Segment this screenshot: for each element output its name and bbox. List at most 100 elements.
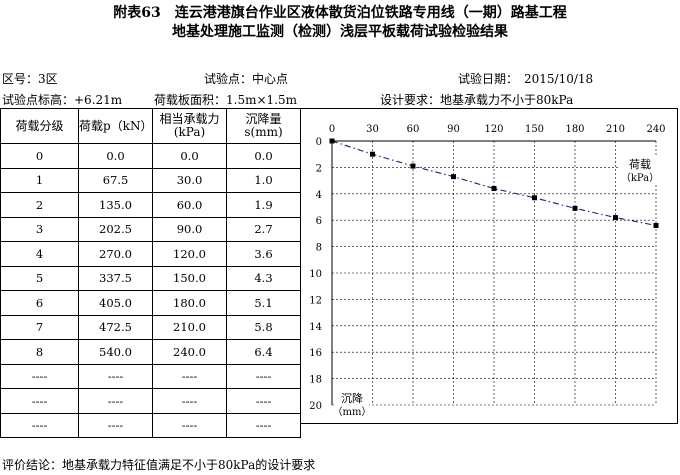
x-tick-label: 30	[366, 124, 379, 135]
table-cell: 6	[0, 290, 79, 316]
y-tick-label: 0	[316, 137, 322, 148]
table-header-row: 荷载分级 荷载p（kN） 相当承载力(kPa) 沉降量s(mm)	[0, 108, 301, 144]
y-tick-label: 16	[309, 348, 322, 359]
table-cell: 0.0	[78, 143, 153, 169]
table-row: ---- ---- ---- ----	[0, 412, 301, 438]
table-cell: ----	[152, 412, 227, 438]
data-point	[572, 205, 578, 211]
load-test-table: 荷载分级 荷载p（kN） 相当承载力(kPa) 沉降量s(mm) 0 0.0 0.0…	[0, 108, 301, 438]
table-cell: 135.0	[78, 192, 153, 218]
x-tick-label: 240	[646, 124, 665, 135]
table-cell: 6.4	[226, 339, 301, 365]
x-tick-label: 210	[606, 124, 625, 135]
table-row: 0 0.0 0.0 0.0	[0, 143, 301, 169]
table-cell: 5.8	[226, 314, 301, 340]
x-tick-label: 180	[565, 124, 584, 135]
y-axis-label-bg	[335, 390, 369, 418]
table-cell: 337.5	[78, 265, 153, 291]
table-cell: ----	[226, 388, 301, 414]
table-cell: 120.0	[152, 241, 227, 267]
x-axis-label: 荷载	[629, 158, 651, 171]
report-title-line1: 附表63 连云港港旗台作业区液体散货泊位铁路专用线（一期）路基工程	[113, 5, 567, 21]
y-axis-label-unit: （mm）	[333, 406, 372, 418]
table-cell: 2	[0, 192, 79, 218]
data-point	[451, 174, 456, 180]
table-cell: 60.0	[152, 192, 227, 218]
y-tick-label: 18	[309, 375, 322, 386]
table-row: ---- ---- ---- ----	[0, 363, 301, 389]
table-cell: ----	[152, 388, 227, 414]
table-cell: ----	[226, 412, 301, 438]
y-tick-label: 14	[309, 322, 322, 333]
y-tick-label: 10	[309, 269, 322, 280]
data-point	[370, 151, 375, 157]
report-title-line2: 地基处理施工监测（检测）浅层平板载荷试验检验结果	[172, 24, 508, 40]
table-cell: 240.0	[152, 339, 227, 365]
table-cell: 202.5	[78, 216, 153, 242]
data-point	[532, 195, 537, 201]
table-cell: 3	[0, 216, 79, 242]
table-cell: 90.0	[152, 216, 227, 242]
header-load-level: 荷载分级	[0, 108, 79, 144]
data-point	[653, 222, 659, 228]
table-cell: 210.0	[152, 314, 227, 340]
x-tick-label: 90	[447, 124, 460, 135]
test-date-label: 试验日期： 2015/10/18	[458, 72, 594, 86]
x-tick-label: 150	[525, 124, 544, 135]
x-tick-label: 60	[407, 124, 420, 135]
plate-area-label: 荷载板面积：1.5m×1.5m	[154, 93, 297, 107]
table-row: 3 202.5 90.0 2.7	[0, 216, 301, 242]
data-point	[491, 186, 497, 192]
table-cell: 472.5	[78, 314, 153, 340]
table-cell: ----	[78, 363, 153, 389]
table-row: 1 67.5 30.0 1.0	[0, 167, 301, 193]
y-axis-label: 沉降	[341, 391, 363, 405]
table-cell: 5.1	[226, 290, 301, 316]
table-cell: 4.3	[226, 265, 301, 291]
chart-frame	[300, 108, 678, 424]
table-row: 2 135.0 60.0 1.9	[0, 192, 301, 218]
table-row: ---- ---- ---- ----	[0, 388, 301, 414]
header-load-kn: 荷载p（kN）	[78, 108, 153, 144]
evaluation-conclusion: 评价结论：地基承载力特征值满足不小于80kPa的设计要求	[2, 458, 316, 472]
table-cell: 0.0	[226, 143, 301, 169]
table-cell: ----	[0, 412, 79, 438]
table-row: 4 270.0 120.0 3.6	[0, 241, 301, 267]
y-tick-label: 6	[316, 216, 322, 227]
table-cell: 4	[0, 241, 79, 267]
table-cell: 0	[0, 143, 79, 169]
y-tick-label: 4	[316, 190, 322, 201]
x-axis-label-unit: （kPa）	[621, 172, 659, 184]
table-cell: ----	[226, 363, 301, 389]
table-row: 7 472.5 210.0 5.8	[0, 314, 301, 340]
x-axis-label-bg	[618, 155, 658, 185]
table-cell: 0.0	[152, 143, 227, 169]
x-tick-label: 120	[484, 124, 503, 135]
table-cell: 30.0	[152, 167, 227, 193]
table-cell: 540.0	[78, 339, 153, 365]
load-settlement-chart: 0 30 60 90 120 150 180 210 240 0 2 4 6 8 10 12 14 16 18 20 荷…	[300, 108, 678, 424]
test-point-label: 试验点：中心点	[204, 72, 289, 86]
table-cell: 2.7	[226, 216, 301, 242]
table-row: 6 405.0 180.0 5.1	[0, 290, 301, 316]
design-requirement-label: 设计要求：地基承载力不小于80kPa	[380, 93, 574, 107]
data-point	[613, 215, 618, 221]
table-cell: ----	[78, 388, 153, 414]
table-cell: 1.0	[226, 167, 301, 193]
y-tick-label: 2	[316, 163, 322, 174]
settlement-curve	[331, 140, 657, 227]
table-row: 8 540.0 240.0 6.4	[0, 339, 301, 365]
data-point	[410, 163, 416, 169]
table-cell: 67.5	[78, 167, 153, 193]
table-cell: 1	[0, 167, 79, 193]
data-point	[329, 138, 335, 144]
table-cell: ----	[0, 388, 79, 414]
table-cell: 7	[0, 314, 79, 340]
table-cell: 405.0	[78, 290, 153, 316]
table-cell: ----	[0, 363, 79, 389]
elevation-label: 试验点标高：+6.21m	[2, 93, 123, 107]
y-tick-label: 20	[309, 401, 322, 412]
table-row: 5 337.5 150.0 4.3	[0, 265, 301, 291]
header-bearing-capacity: 相当承载力(kPa)	[152, 108, 227, 144]
zone-label: 区号：3区	[2, 72, 58, 86]
